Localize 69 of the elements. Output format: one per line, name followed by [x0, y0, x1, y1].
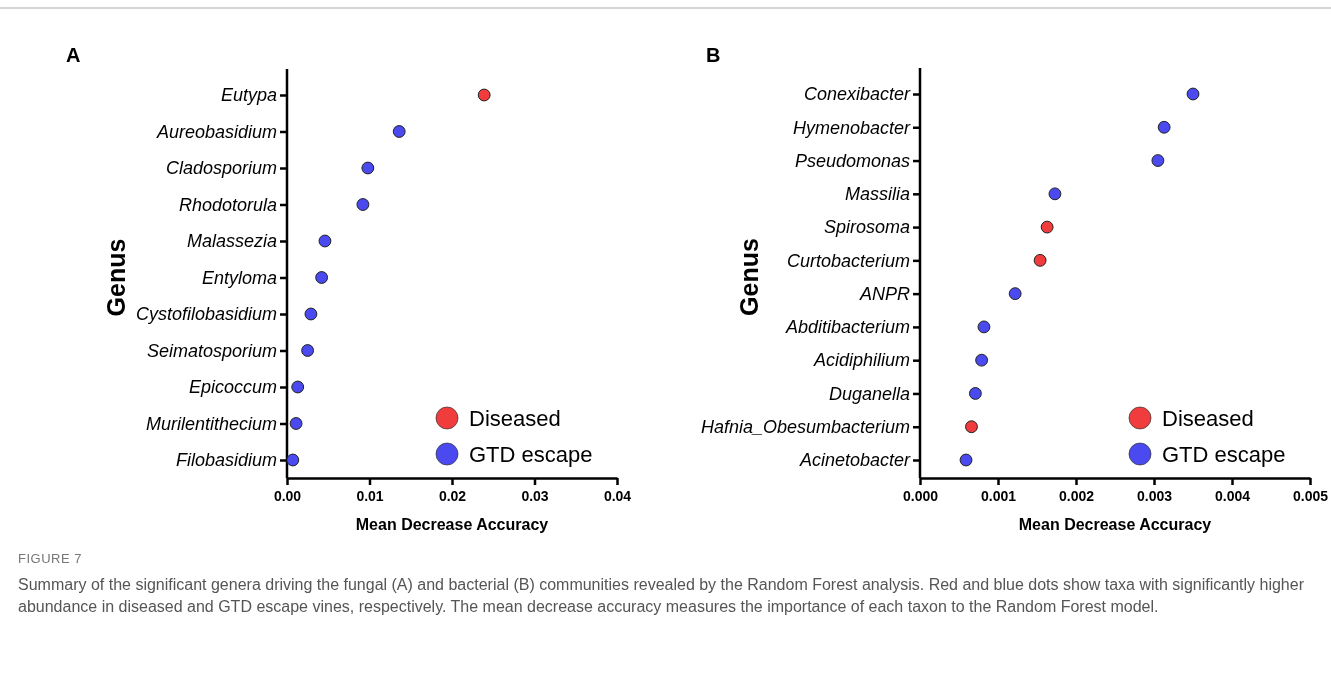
y-axis-title: Genus	[102, 238, 130, 317]
point	[1033, 253, 1047, 267]
y-tick-label: Epicoccum	[188, 377, 278, 398]
y-tick-label: Rhodotorula	[178, 194, 277, 215]
x-tick-label: 0.02	[438, 487, 467, 504]
y-tick-label: Cystofilobasidium	[135, 304, 277, 325]
x-axis-title: Mean Decrease Accuracy	[1018, 516, 1212, 533]
point	[291, 380, 305, 394]
y-tick-label: Curtobacterium	[786, 250, 911, 271]
point	[975, 353, 989, 367]
point	[1186, 87, 1200, 101]
y-tick-label: Massilia	[844, 184, 910, 205]
point	[304, 307, 318, 321]
point	[968, 387, 982, 400]
point	[1040, 220, 1054, 234]
point	[959, 453, 973, 467]
x-tick-label: 0.004	[1214, 487, 1251, 504]
legend-label: GTD escape	[469, 441, 593, 467]
text: B	[706, 44, 721, 66]
x-tick-label: 0.03	[521, 487, 549, 504]
y-tick-label: Seimatosporium	[146, 340, 277, 361]
y-tick-label: Pseudomonas	[794, 150, 910, 171]
point	[286, 453, 300, 467]
point	[301, 344, 315, 357]
legend-label: GTD escape	[1162, 441, 1286, 467]
y-axis-title: Genus	[735, 238, 763, 316]
legend-label: Diseased	[469, 405, 561, 431]
x-tick-label: 0.00	[273, 487, 302, 504]
text: A	[66, 44, 81, 66]
x-tick-label: 0.003	[1136, 487, 1173, 504]
y-tick-label: Acinetobacter	[798, 450, 911, 471]
point	[965, 420, 978, 434]
y-tick-label: Conexibacter	[803, 84, 911, 105]
y-tick-label: Murilentithecium	[145, 413, 277, 434]
point	[289, 417, 303, 430]
y-tick-label: Malassezia	[186, 231, 277, 252]
point	[1151, 154, 1165, 167]
point	[356, 198, 370, 211]
point	[1048, 187, 1062, 201]
y-tick-label: Eutypa	[220, 85, 277, 106]
point	[318, 234, 332, 248]
x-tick-label: 0.001	[980, 487, 1017, 504]
x-axis-title: Mean Decrease Accuracy	[355, 516, 549, 533]
y-tick-label: Abditibacterium	[784, 317, 910, 338]
caption: FIGURE 7	[18, 550, 83, 568]
x-tick-label: 0.005	[1292, 487, 1329, 504]
y-tick-label: Hafnia_Obesumbacterium	[700, 416, 910, 437]
y-tick-label: Acidiphilium	[812, 350, 910, 371]
y-tick-label: Entyloma	[201, 267, 277, 288]
y-tick-label: ANPR	[858, 283, 910, 304]
y-tick-label: Duganella	[828, 383, 910, 404]
x-tick-label: 0.01	[356, 487, 384, 504]
point	[361, 161, 375, 175]
y-tick-label: Aureobasidium	[155, 121, 277, 142]
y-tick-label: Spirosoma	[823, 217, 910, 238]
point	[1008, 287, 1022, 301]
y-tick-label: Cladosporium	[165, 158, 277, 179]
text: Summary of the significant genera driving the fungal (A) and bacterial (B) communities revealed by the Random Forest analysis. Red and blue dots show taxa with significantly higher abundance in diseased and GTD escape vines, respectively. The mean decrease accuracy measures the importance of each taxon to the Random Forest model.	[18, 575, 1305, 617]
point	[392, 125, 406, 138]
x-tick-label: 0.002	[1058, 487, 1095, 504]
point	[315, 271, 329, 284]
legend-label: Diseased	[1162, 405, 1254, 431]
x-tick-label: 0.000	[902, 487, 939, 504]
point	[477, 88, 491, 102]
y-tick-label: Filobasidium	[175, 450, 277, 471]
x-tick-label: 0.04	[603, 487, 632, 504]
y-tick-label: Hymenobacter	[792, 117, 911, 138]
point	[1157, 120, 1171, 134]
point	[977, 320, 991, 334]
